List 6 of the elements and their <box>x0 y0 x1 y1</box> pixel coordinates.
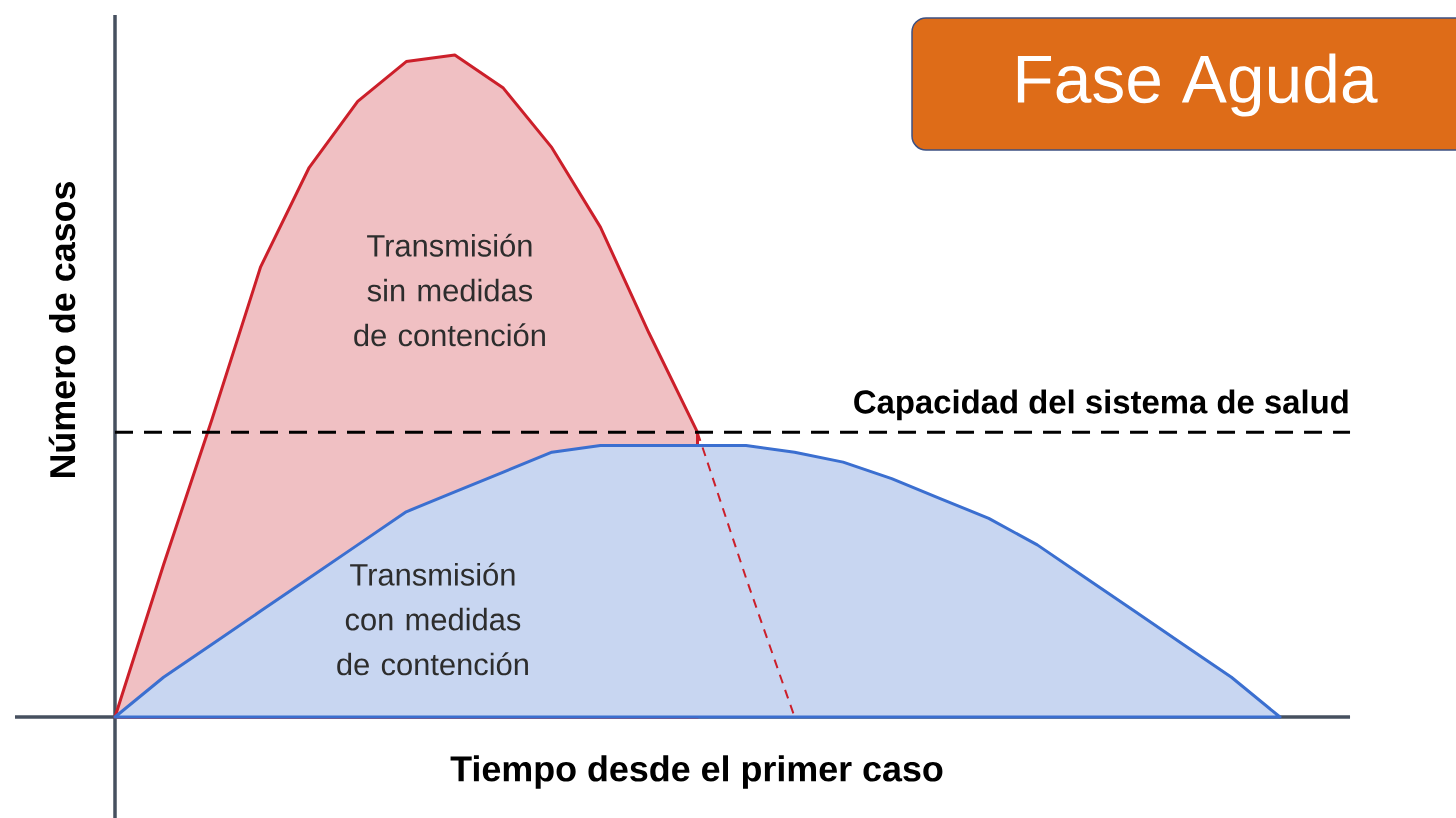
y-axis-title: Número de casos <box>48 182 76 478</box>
chart-title: Fase Aguda <box>1017 53 1378 117</box>
series-label: Transmisión con medidas de contención <box>337 562 528 676</box>
series-label: Transmisión sin medidas de contención <box>354 233 545 347</box>
x-axis-title: Tiempo desde el primer caso <box>450 755 943 789</box>
ref-line-label: Capacidad del sistema de salud <box>854 389 1348 421</box>
